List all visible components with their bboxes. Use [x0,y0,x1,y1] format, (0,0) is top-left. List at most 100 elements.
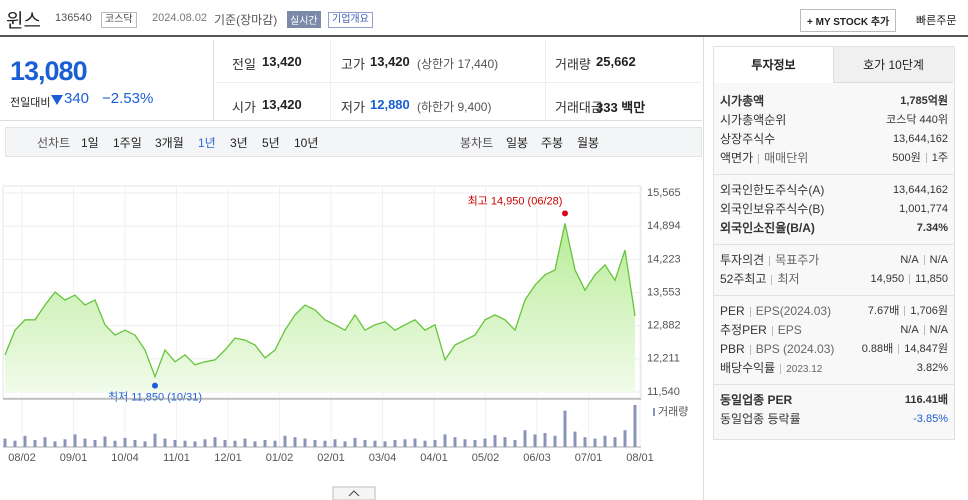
volume-bar [173,440,177,447]
info-value: 1,001,774 [899,200,948,219]
volume-bar [203,439,207,447]
info-label: 배당수익률 2023.12 [720,359,822,379]
volume-bar [633,405,637,447]
value-part: 14,847원 [904,343,948,355]
separator [780,363,782,374]
down-arrow [51,95,63,105]
info-label: 시가총액순위 [720,111,786,130]
volume-bar [23,435,27,447]
current-price: 13,080 [10,56,88,86]
info-row: PBR BPS (2024.03) 0.88배 14,847원 [720,340,948,359]
period-tab[interactable]: 3개월 [155,136,184,150]
volume-bar [103,436,107,447]
panel-tab[interactable]: 호가 10단계 [834,47,953,83]
x-tick-label: 03/04 [369,452,397,464]
panel-tab[interactable]: 투자정보 [714,47,834,83]
value-part: 1주 [931,152,948,164]
value-part: 1,785억원 [900,95,948,107]
info-label: 외국인보유주식수(B) [720,200,824,219]
volume-bar [143,441,147,447]
period-tab[interactable]: 3년 [230,136,248,150]
x-tick-label: 02/01 [317,452,345,464]
info-value: -3.85% [913,410,948,429]
period-tab[interactable]: 월봉 [577,136,600,150]
period-tab[interactable]: 주봉 [541,136,564,150]
mystock-button[interactable]: + MY STOCK 추가 [800,9,897,32]
value-part: 500원 [892,152,921,164]
volume-bar [563,410,567,447]
stock-code: 136540 [55,12,92,24]
divider [714,295,954,296]
separator [749,344,751,355]
period-tab[interactable]: 1일 [81,136,99,150]
collapse-arrow [348,490,360,497]
period-tab[interactable]: 1주일 [113,136,142,150]
stock-name: 윈스 [6,11,41,32]
volume-bar [343,441,347,447]
value-part: 0.88배 [861,343,894,355]
volume-bar [503,437,507,447]
basis: 기준(장마감) [214,13,278,27]
volume-bar [553,435,557,447]
info-row: 시가총액 1,785억원 [720,92,948,111]
label-part: 외국인한도주식수(A) [720,183,825,197]
label-part: 52주최고 [720,272,767,286]
volume-bar [43,437,47,447]
period-tab[interactable]: 1년 [198,136,216,150]
quick-order[interactable]: 빠른주문 [916,15,957,27]
volume-bar [583,437,587,447]
quote-label: 거래량 [555,57,591,72]
volume-bar [63,439,67,447]
period-tab[interactable]: 10년 [294,136,319,150]
info-value: 1,785억원 [900,92,948,111]
volume-bar [363,440,367,447]
info-label: 액면가 매매단위 [720,149,808,168]
volume-bar [333,439,337,447]
x-tick-label: 12/01 [214,452,242,464]
overview-button[interactable]: 기업개요 [328,12,373,28]
x-tick-label: 07/01 [575,452,603,464]
quote-value: 13,420 [262,54,302,69]
value-part: N/A [929,254,948,266]
volume-bar [423,440,427,447]
volume-bar [153,433,157,447]
volume-bar [293,437,297,447]
divider [213,82,701,83]
period-tab[interactable]: 5년 [262,136,280,150]
y-tick-label: 15,565 [647,187,681,199]
label-part: PBR [720,342,745,356]
separator [898,344,900,355]
value-part: 7.67배 [867,305,900,317]
info-panel [713,46,955,440]
period-tab[interactable]: 일봉 [506,136,529,150]
label-part: 외국인소진율(B/A) [720,221,815,235]
volume-bar [403,439,407,447]
volume-bar [33,440,37,447]
price-line [4,223,636,379]
info-label: PBR BPS (2024.03) [720,340,834,359]
volume-bar [493,435,497,447]
y-tick-label: 14,894 [647,220,681,232]
info-value: 7.34% [917,219,948,238]
info-row: 시가총액순위 코스닥 440위 [720,111,948,130]
low-marker [152,382,158,389]
label-part: 동일업종 등락률 [720,412,801,426]
value-part: 13,644,162 [892,133,948,145]
separator [923,255,925,266]
volume-bar [623,430,627,447]
divider [714,174,954,175]
separator [749,306,751,317]
info-row: 동일업종 등락률 -3.85% [720,410,948,429]
volume-bar [373,440,377,447]
label-part: 2023.12 [786,364,823,375]
label-part: BPS (2024.03) [755,342,835,356]
high-marker [562,210,568,217]
x-tick-label: 09/01 [60,452,88,464]
separator [909,274,911,285]
divider [0,120,702,121]
info-row: 외국인한도주식수(A) 13,644,162 [720,181,948,200]
volume-bar [513,440,517,447]
info-label: 시가총액 [720,92,764,111]
value-part: 13,644,162 [892,184,948,196]
divider [330,40,331,120]
